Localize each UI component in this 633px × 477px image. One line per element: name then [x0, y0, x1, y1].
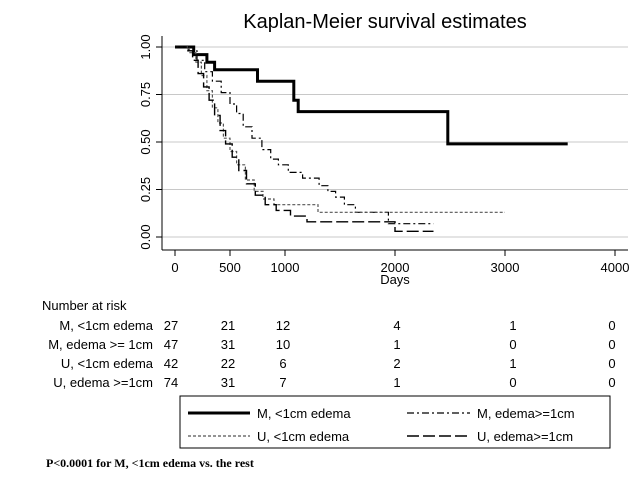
risk-count: 1 — [509, 356, 516, 371]
chart-title: Kaplan-Meier survival estimates — [243, 11, 526, 33]
risk-row-label: M, edema >= 1cm — [48, 337, 153, 352]
risk-count: 12 — [276, 318, 290, 333]
risk-count: 1 — [393, 375, 400, 390]
x-tick-label: 3000 — [491, 260, 520, 275]
x-tick-label: 2000 — [381, 260, 410, 275]
risk-count: 31 — [221, 375, 235, 390]
risk-count: 22 — [221, 356, 235, 371]
x-tick-label: 1000 — [271, 260, 300, 275]
risk-row-label: U, edema >=1cm — [53, 375, 153, 390]
risk-count: 7 — [279, 375, 286, 390]
risk-count: 2 — [393, 356, 400, 371]
risk-count: 0 — [608, 356, 615, 371]
legend-label: M, edema>=1cm — [477, 406, 575, 421]
survival-curve-2 — [175, 46, 434, 225]
legend-label: U, edema>=1cm — [477, 429, 573, 444]
x-tick-label: 500 — [219, 260, 241, 275]
risk-count: 42 — [164, 356, 178, 371]
survival-curve-4 — [175, 46, 434, 232]
risk-count: 47 — [164, 337, 178, 352]
risk-count: 0 — [608, 337, 615, 352]
risk-count: 0 — [509, 375, 516, 390]
x-axis-label: Days — [380, 272, 410, 287]
risk-count: 4 — [393, 318, 400, 333]
x-tick-label: 0 — [171, 260, 178, 275]
risk-count: 74 — [164, 375, 178, 390]
risk-table-header: Number at risk — [42, 298, 127, 313]
y-tick-label: 0.25 — [138, 177, 153, 202]
survival-curves — [175, 45, 568, 232]
legend-label: U, <1cm edema — [257, 429, 350, 444]
grid-lines — [162, 46, 628, 238]
risk-count: 21 — [221, 318, 235, 333]
risk-count: 10 — [276, 337, 290, 352]
legend-box — [179, 395, 611, 449]
risk-count: 1 — [509, 318, 516, 333]
y-tick-label: 1.00 — [138, 34, 153, 59]
risk-row-label: M, <1cm edema — [59, 318, 153, 333]
legend: M, <1cm edema M, edema>=1cm U, <1cm edema U… — [179, 395, 611, 449]
risk-row-label: U, <1cm edema — [61, 356, 154, 371]
y-tick-label: 0.00 — [138, 224, 153, 249]
risk-count: 27 — [164, 318, 178, 333]
survival-curve-1 — [175, 45, 568, 146]
y-tick-label: 0.75 — [138, 82, 153, 107]
p-value-footnote: P<0.0001 for M, <1cm edema vs. the rest — [46, 456, 254, 470]
x-tick-label: 4000 — [601, 260, 630, 275]
risk-count: 31 — [221, 337, 235, 352]
risk-count: 0 — [608, 375, 615, 390]
risk-count: 0 — [608, 318, 615, 333]
risk-count: 0 — [509, 337, 516, 352]
legend-label: M, <1cm edema — [257, 406, 351, 421]
axes: 0.00 0.25 0.50 0.75 1.00 0 500 1000 2000 3000 4000 — [138, 34, 629, 275]
risk-count: 1 — [393, 337, 400, 352]
y-tick-label: 0.50 — [138, 129, 153, 154]
risk-count: 6 — [279, 356, 286, 371]
